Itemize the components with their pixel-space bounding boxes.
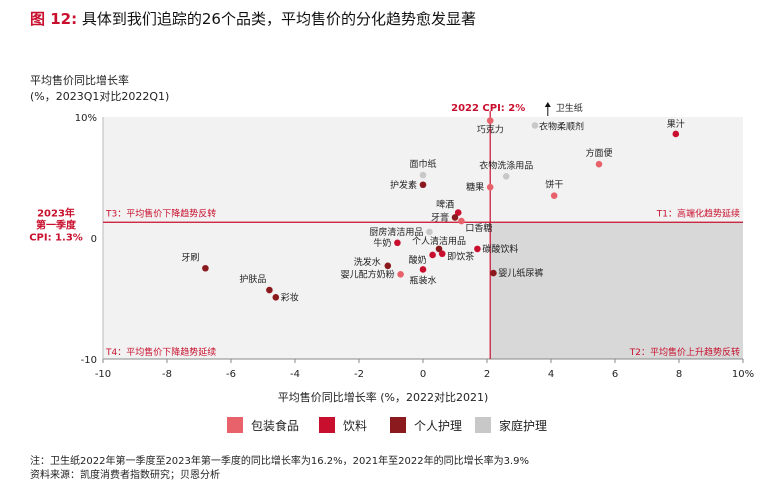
data-point <box>435 245 443 253</box>
data-point-label: 巧克力 <box>477 124 504 136</box>
y-tick-label: -10 <box>81 355 97 366</box>
x-tick-label: -2 <box>354 369 364 380</box>
data-point <box>454 209 462 216</box>
x-tick-label: -10 <box>95 369 111 380</box>
data-point <box>438 250 446 258</box>
quadrant-label-t1: T1：高端化趋势延续 <box>656 207 740 219</box>
data-point <box>419 181 427 189</box>
x-axis-label: 平均售价同比增长率 (%，2022对比2021) <box>278 390 489 404</box>
cpi-2023q1-label: 2023年 <box>37 206 75 219</box>
data-point-label: 啤酒 <box>436 199 454 211</box>
cpi-2023q1-label: CPI: 1.3% <box>29 232 83 243</box>
legend-swatch <box>390 417 406 433</box>
data-point <box>394 239 401 247</box>
data-point-label: 饼干 <box>545 179 563 191</box>
data-point <box>486 117 494 124</box>
data-point <box>272 293 280 301</box>
data-point-label: 果汁 <box>667 118 685 130</box>
legend-item: 包装食品 <box>227 416 299 434</box>
quadrant-label-t2: T2：平均售价上升趋势反转 <box>629 346 740 358</box>
data-point <box>266 286 273 294</box>
data-point <box>458 217 465 225</box>
y-tick-label: 0 <box>91 234 97 245</box>
footnote: 注：卫生纸2022年第一季度至2023年第一季度的同比增长率为16.2%，202… <box>30 456 529 467</box>
data-point-label: 牙刷 <box>181 252 199 263</box>
x-tick-label: 0 <box>420 369 426 380</box>
x-tick-label: 2 <box>484 369 490 380</box>
data-point-label: 口香糖 <box>465 222 492 234</box>
data-point-label: 婴儿配方奶粉 <box>341 268 395 280</box>
legend-swatch <box>319 417 335 433</box>
legend-item: 家庭护理 <box>475 416 547 434</box>
legend-swatch <box>227 417 243 433</box>
data-point-label: 护发素 <box>390 179 417 191</box>
data-point-label: 衣物柔顺剂 <box>539 120 584 132</box>
data-point <box>502 172 510 180</box>
data-point-label: 面巾纸 <box>409 158 436 170</box>
data-point-label: 酸奶 <box>409 254 427 266</box>
y-tick-label: 10% <box>75 113 97 124</box>
x-tick-label: -6 <box>226 369 236 380</box>
data-point <box>429 251 436 259</box>
data-point-label: 即饮茶 <box>447 251 474 263</box>
data-point-label: 牙膏 <box>431 211 449 223</box>
data-point <box>419 171 427 179</box>
data-point <box>419 266 427 273</box>
legend-swatch <box>475 417 491 433</box>
legend-label: 家庭护理 <box>499 418 548 433</box>
quadrant-label-t4: T4：平均售价下降趋势延续 <box>105 346 216 358</box>
off-scale-arrow-head <box>544 102 551 107</box>
data-point <box>397 271 404 278</box>
data-point-label: 婴儿纸尿裤 <box>498 267 543 279</box>
data-point-label: 糖果 <box>466 181 484 193</box>
y-axis-label-unit: (%，2023Q1对比2022Q1) <box>30 90 170 103</box>
x-tick-label: 10% <box>732 369 754 380</box>
source-note: 资料来源：凯度消费者指数研究；贝恩分析 <box>30 470 220 481</box>
data-point <box>426 228 433 236</box>
data-point-label: 洗发水 <box>354 256 381 268</box>
data-point <box>672 130 680 138</box>
data-point-label: 衣物洗涤用品 <box>479 159 533 171</box>
scatter-chart: -10 -8 -6 -4 -2 0 2 4 6 8 10% 10% 0 -10 平均售价同比增长率 (%，2… <box>29 102 754 404</box>
data-point-label: 牛奶 <box>373 237 391 249</box>
x-tick-label: 6 <box>612 369 618 380</box>
legend-label: 包装食品 <box>251 418 300 433</box>
data-point-label: 个人清洁用品 <box>412 235 466 247</box>
legend-label: 个人护理 <box>414 418 463 433</box>
data-point-label: 护肤品 <box>239 273 266 285</box>
figure-title-text: 具体到我们追踪的26个品类，平均售价的分化趋势愈发显著 <box>81 10 476 28</box>
cpi-2023q1-label: 第一季度 <box>36 218 77 231</box>
y-axis-label: 平均售价同比增长率 <box>30 74 129 87</box>
data-point <box>531 122 539 129</box>
data-point-label: 碳酸饮料 <box>482 243 518 255</box>
data-point <box>486 183 494 191</box>
data-point <box>595 160 603 168</box>
figure-number: 图 12: <box>30 10 78 28</box>
x-tick-label: -8 <box>162 369 172 380</box>
data-point <box>490 269 497 277</box>
x-tick-label: 4 <box>548 369 554 380</box>
data-point <box>451 214 459 221</box>
x-tick-label: 8 <box>676 369 682 380</box>
legend-item: 饮料 <box>319 416 367 434</box>
data-point-label: 卫生纸 <box>556 102 583 114</box>
data-point-label: 方面便 <box>585 147 612 159</box>
figure-title: 图 12: 具体到我们追踪的26个品类，平均售价的分化趋势愈发显著 <box>30 8 476 29</box>
data-point-label: 彩妆 <box>281 291 299 303</box>
data-point-label: 瓶装水 <box>409 274 436 286</box>
x-tick-label: -4 <box>290 369 300 380</box>
data-point <box>202 264 209 272</box>
data-point <box>474 245 481 253</box>
data-point <box>384 262 392 270</box>
legend-item: 个人护理 <box>390 416 462 434</box>
quadrant-t2-shade <box>490 222 743 359</box>
legend-label: 饮料 <box>343 418 368 433</box>
cpi-2022-label: 2022 CPI: 2% <box>451 103 525 114</box>
data-point <box>550 192 558 199</box>
data-point-label: 厨房清洁用品 <box>369 226 423 238</box>
quadrant-label-t3: T3：平均售价下降趋势反转 <box>105 207 216 219</box>
